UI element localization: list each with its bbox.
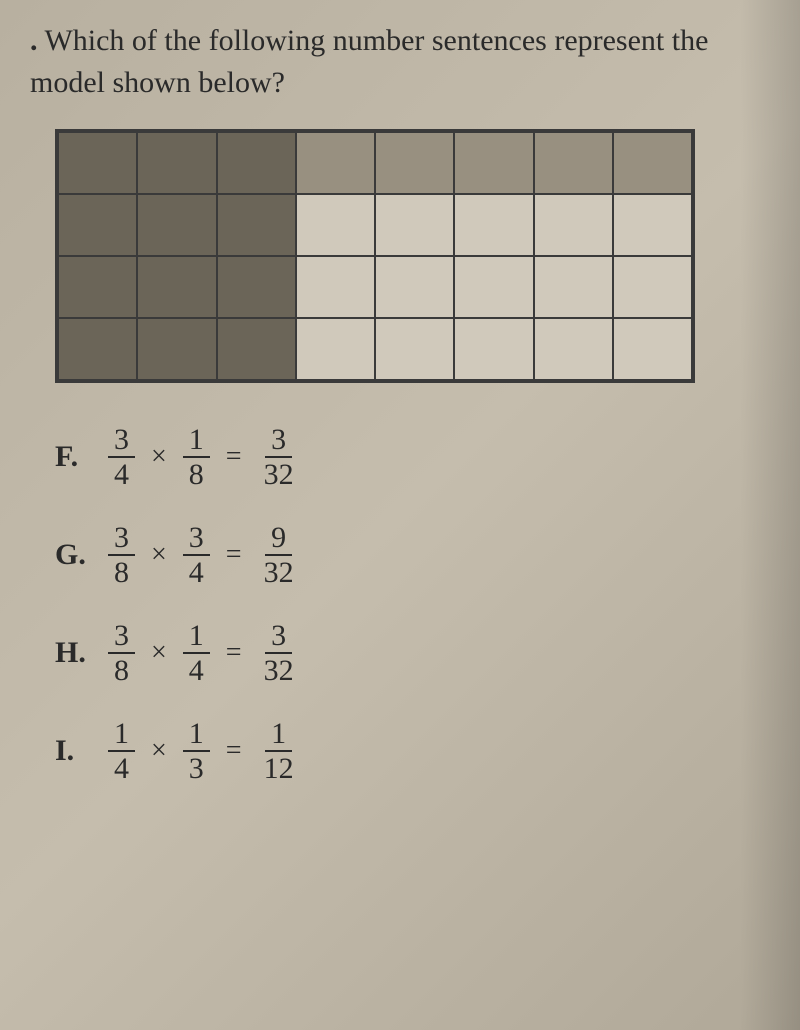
denominator: 32 bbox=[258, 654, 300, 687]
numerator: 1 bbox=[183, 619, 210, 654]
denominator: 3 bbox=[183, 752, 210, 785]
answer-option-H[interactable]: H.38×14=332 bbox=[55, 619, 760, 687]
multiply-operator: × bbox=[151, 539, 167, 571]
option-label: G. bbox=[55, 538, 90, 572]
numerator: 3 bbox=[108, 619, 135, 654]
question-number-prefix: . bbox=[30, 24, 38, 57]
grid-cell bbox=[375, 256, 454, 318]
denominator: 32 bbox=[258, 458, 300, 491]
grid-cell bbox=[137, 194, 216, 256]
grid-cell bbox=[58, 256, 137, 318]
denominator: 4 bbox=[183, 556, 210, 589]
fraction: 34 bbox=[108, 423, 135, 491]
grid-cell bbox=[454, 318, 533, 380]
answer-option-I[interactable]: I.14×13=112 bbox=[55, 717, 760, 785]
grid-cell bbox=[375, 194, 454, 256]
numerator: 9 bbox=[265, 521, 292, 556]
grid-cell bbox=[613, 318, 692, 380]
grid-cell bbox=[296, 194, 375, 256]
grid-cell bbox=[137, 318, 216, 380]
grid-cell bbox=[534, 318, 613, 380]
denominator: 8 bbox=[183, 458, 210, 491]
equals-operator: = bbox=[226, 441, 242, 473]
multiply-operator: × bbox=[151, 441, 167, 473]
grid-cell bbox=[217, 318, 296, 380]
grid-row bbox=[58, 318, 692, 380]
numerator: 1 bbox=[265, 717, 292, 752]
option-label: H. bbox=[55, 636, 90, 670]
grid-cell bbox=[137, 256, 216, 318]
grid-cell bbox=[534, 194, 613, 256]
numerator: 1 bbox=[183, 423, 210, 458]
fraction: 932 bbox=[258, 521, 300, 589]
grid-cell bbox=[534, 256, 613, 318]
equals-operator: = bbox=[226, 539, 242, 571]
denominator: 12 bbox=[258, 752, 300, 785]
grid-cell bbox=[58, 318, 137, 380]
grid-row bbox=[58, 194, 692, 256]
denominator: 4 bbox=[108, 752, 135, 785]
fraction: 332 bbox=[258, 423, 300, 491]
grid-cell bbox=[296, 318, 375, 380]
denominator: 4 bbox=[108, 458, 135, 491]
question-body: Which of the following number sentences … bbox=[30, 24, 708, 99]
numerator: 3 bbox=[183, 521, 210, 556]
fraction: 38 bbox=[108, 521, 135, 589]
question-text: . Which of the following number sentence… bbox=[20, 20, 760, 104]
numerator: 3 bbox=[108, 423, 135, 458]
fraction: 112 bbox=[258, 717, 300, 785]
numerator: 1 bbox=[183, 717, 210, 752]
grid-cell bbox=[454, 256, 533, 318]
fraction: 34 bbox=[183, 521, 210, 589]
grid-cell bbox=[375, 132, 454, 194]
grid-cell bbox=[217, 194, 296, 256]
equals-operator: = bbox=[226, 637, 242, 669]
numerator: 3 bbox=[265, 423, 292, 458]
grid-cell bbox=[454, 194, 533, 256]
grid-cell bbox=[58, 132, 137, 194]
grid-cell bbox=[454, 132, 533, 194]
option-label: F. bbox=[55, 440, 90, 474]
fraction: 14 bbox=[183, 619, 210, 687]
denominator: 8 bbox=[108, 556, 135, 589]
fraction-grid-model bbox=[55, 129, 695, 383]
denominator: 32 bbox=[258, 556, 300, 589]
numerator: 1 bbox=[108, 717, 135, 752]
numerator: 3 bbox=[265, 619, 292, 654]
grid-cell bbox=[58, 194, 137, 256]
fraction: 18 bbox=[183, 423, 210, 491]
grid-cell bbox=[296, 256, 375, 318]
fraction: 38 bbox=[108, 619, 135, 687]
grid-cell bbox=[296, 132, 375, 194]
fraction: 332 bbox=[258, 619, 300, 687]
grid-cell bbox=[613, 132, 692, 194]
grid-cell bbox=[613, 194, 692, 256]
answer-option-F[interactable]: F.34×18=332 bbox=[55, 423, 760, 491]
equals-operator: = bbox=[226, 735, 242, 767]
answer-option-G[interactable]: G.38×34=932 bbox=[55, 521, 760, 589]
grid-cell bbox=[217, 132, 296, 194]
denominator: 4 bbox=[183, 654, 210, 687]
fraction: 13 bbox=[183, 717, 210, 785]
grid-cell bbox=[137, 132, 216, 194]
answer-options-list: F.34×18=332G.38×34=932H.38×14=332I.14×13… bbox=[20, 423, 760, 785]
grid-cell bbox=[534, 132, 613, 194]
denominator: 8 bbox=[108, 654, 135, 687]
grid-cell bbox=[613, 256, 692, 318]
grid-row bbox=[58, 132, 692, 194]
grid-cell bbox=[375, 318, 454, 380]
fraction: 14 bbox=[108, 717, 135, 785]
multiply-operator: × bbox=[151, 637, 167, 669]
option-label: I. bbox=[55, 734, 90, 768]
grid-row bbox=[58, 256, 692, 318]
grid-cell bbox=[217, 256, 296, 318]
multiply-operator: × bbox=[151, 735, 167, 767]
numerator: 3 bbox=[108, 521, 135, 556]
